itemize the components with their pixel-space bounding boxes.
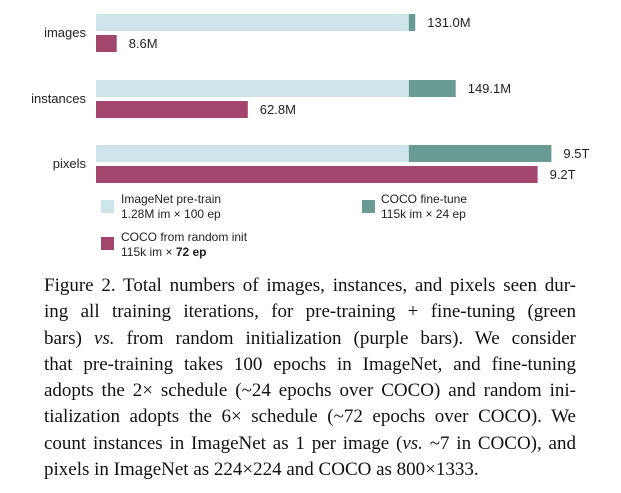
legend-label-coco-finetune: COCO fine-tune xyxy=(381,192,468,206)
figure-caption: Figure 2. Total numbers of images, insta… xyxy=(44,273,576,483)
legend-detail-imagenet: 1.28M im × 100 ep xyxy=(121,207,221,221)
caption-line: bars) vs. from random initialization (pu… xyxy=(44,327,577,349)
legend-swatch-coco-finetune xyxy=(362,200,375,213)
legend-detail-coco-random: 115k im × 72 ep xyxy=(121,245,207,260)
value-label-pretrain-instances: 149.1M xyxy=(468,81,511,96)
caption-line: count instances in ImageNet as 1 per ima… xyxy=(44,432,576,454)
legend-swatch-imagenet xyxy=(101,200,114,213)
caption-line: Figure 2. Total numbers of images, insta… xyxy=(44,275,576,296)
legend-detail-prefix: 115k im × xyxy=(121,245,176,259)
category-label-images: images xyxy=(44,25,86,40)
bar-coco-random-init-images xyxy=(96,35,117,52)
value-label-pretrain-pixels: 9.5T xyxy=(563,146,589,161)
bar-imagenet-pretrain-pixels xyxy=(96,145,409,162)
legend-detail-coco-finetune: 115k im × 24 ep xyxy=(381,207,466,221)
legend-swatch-coco-random xyxy=(101,237,114,250)
bar-imagenet-pretrain-images xyxy=(96,14,409,31)
caption-line: adopts the 2× schedule (~24 epochs over … xyxy=(44,380,576,402)
legend: ImageNet pre-train 1.28M im × 100 ep COC… xyxy=(101,192,468,260)
bar-coco-random-init-instances xyxy=(96,101,248,118)
caption-line: that pre-training takes 100 epochs in Im… xyxy=(44,353,576,375)
category-label-pixels: pixels xyxy=(53,156,87,171)
caption-line: pixels in ImageNet as 224×224 and COCO a… xyxy=(44,459,479,481)
bar-coco-finetune-images xyxy=(408,14,416,31)
caption-line: tialization adopts the 6× schedule (~72 … xyxy=(44,406,576,428)
legend-label-imagenet: ImageNet pre-train xyxy=(121,192,222,206)
value-label-random-instances: 62.8M xyxy=(260,102,296,117)
caption-line: ing all training iterations, for pre-tra… xyxy=(44,301,576,323)
value-label-random-images: 8.6M xyxy=(129,36,158,51)
bar-coco-finetune-instances xyxy=(408,80,456,97)
value-label-pretrain-images: 131.0M xyxy=(427,15,470,30)
category-label-instances: instances xyxy=(31,91,86,106)
bar-chart: images 131.0M 8.6M instances 149.1M 62.8M pixe… xyxy=(31,14,589,183)
legend-label-coco-random: COCO from random init xyxy=(121,230,248,244)
legend-detail-bold: 72 ep xyxy=(175,245,207,259)
value-label-random-pixels: 9.2T xyxy=(550,167,576,182)
bar-coco-finetune-pixels xyxy=(408,145,552,162)
bar-coco-random-init-pixels xyxy=(96,166,538,183)
bar-imagenet-pretrain-instances xyxy=(96,80,409,97)
